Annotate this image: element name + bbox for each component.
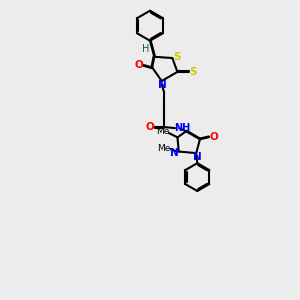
Text: N: N: [193, 152, 201, 162]
Text: N: N: [158, 80, 167, 90]
Text: O: O: [134, 60, 143, 70]
Text: Me: Me: [158, 145, 171, 154]
Text: O: O: [209, 132, 218, 142]
Text: Me: Me: [156, 128, 169, 136]
Text: O: O: [146, 122, 154, 132]
Text: S: S: [173, 52, 181, 62]
Text: S: S: [190, 67, 197, 77]
Text: N: N: [170, 148, 179, 158]
Text: NH: NH: [174, 123, 190, 133]
Text: H: H: [142, 44, 150, 54]
